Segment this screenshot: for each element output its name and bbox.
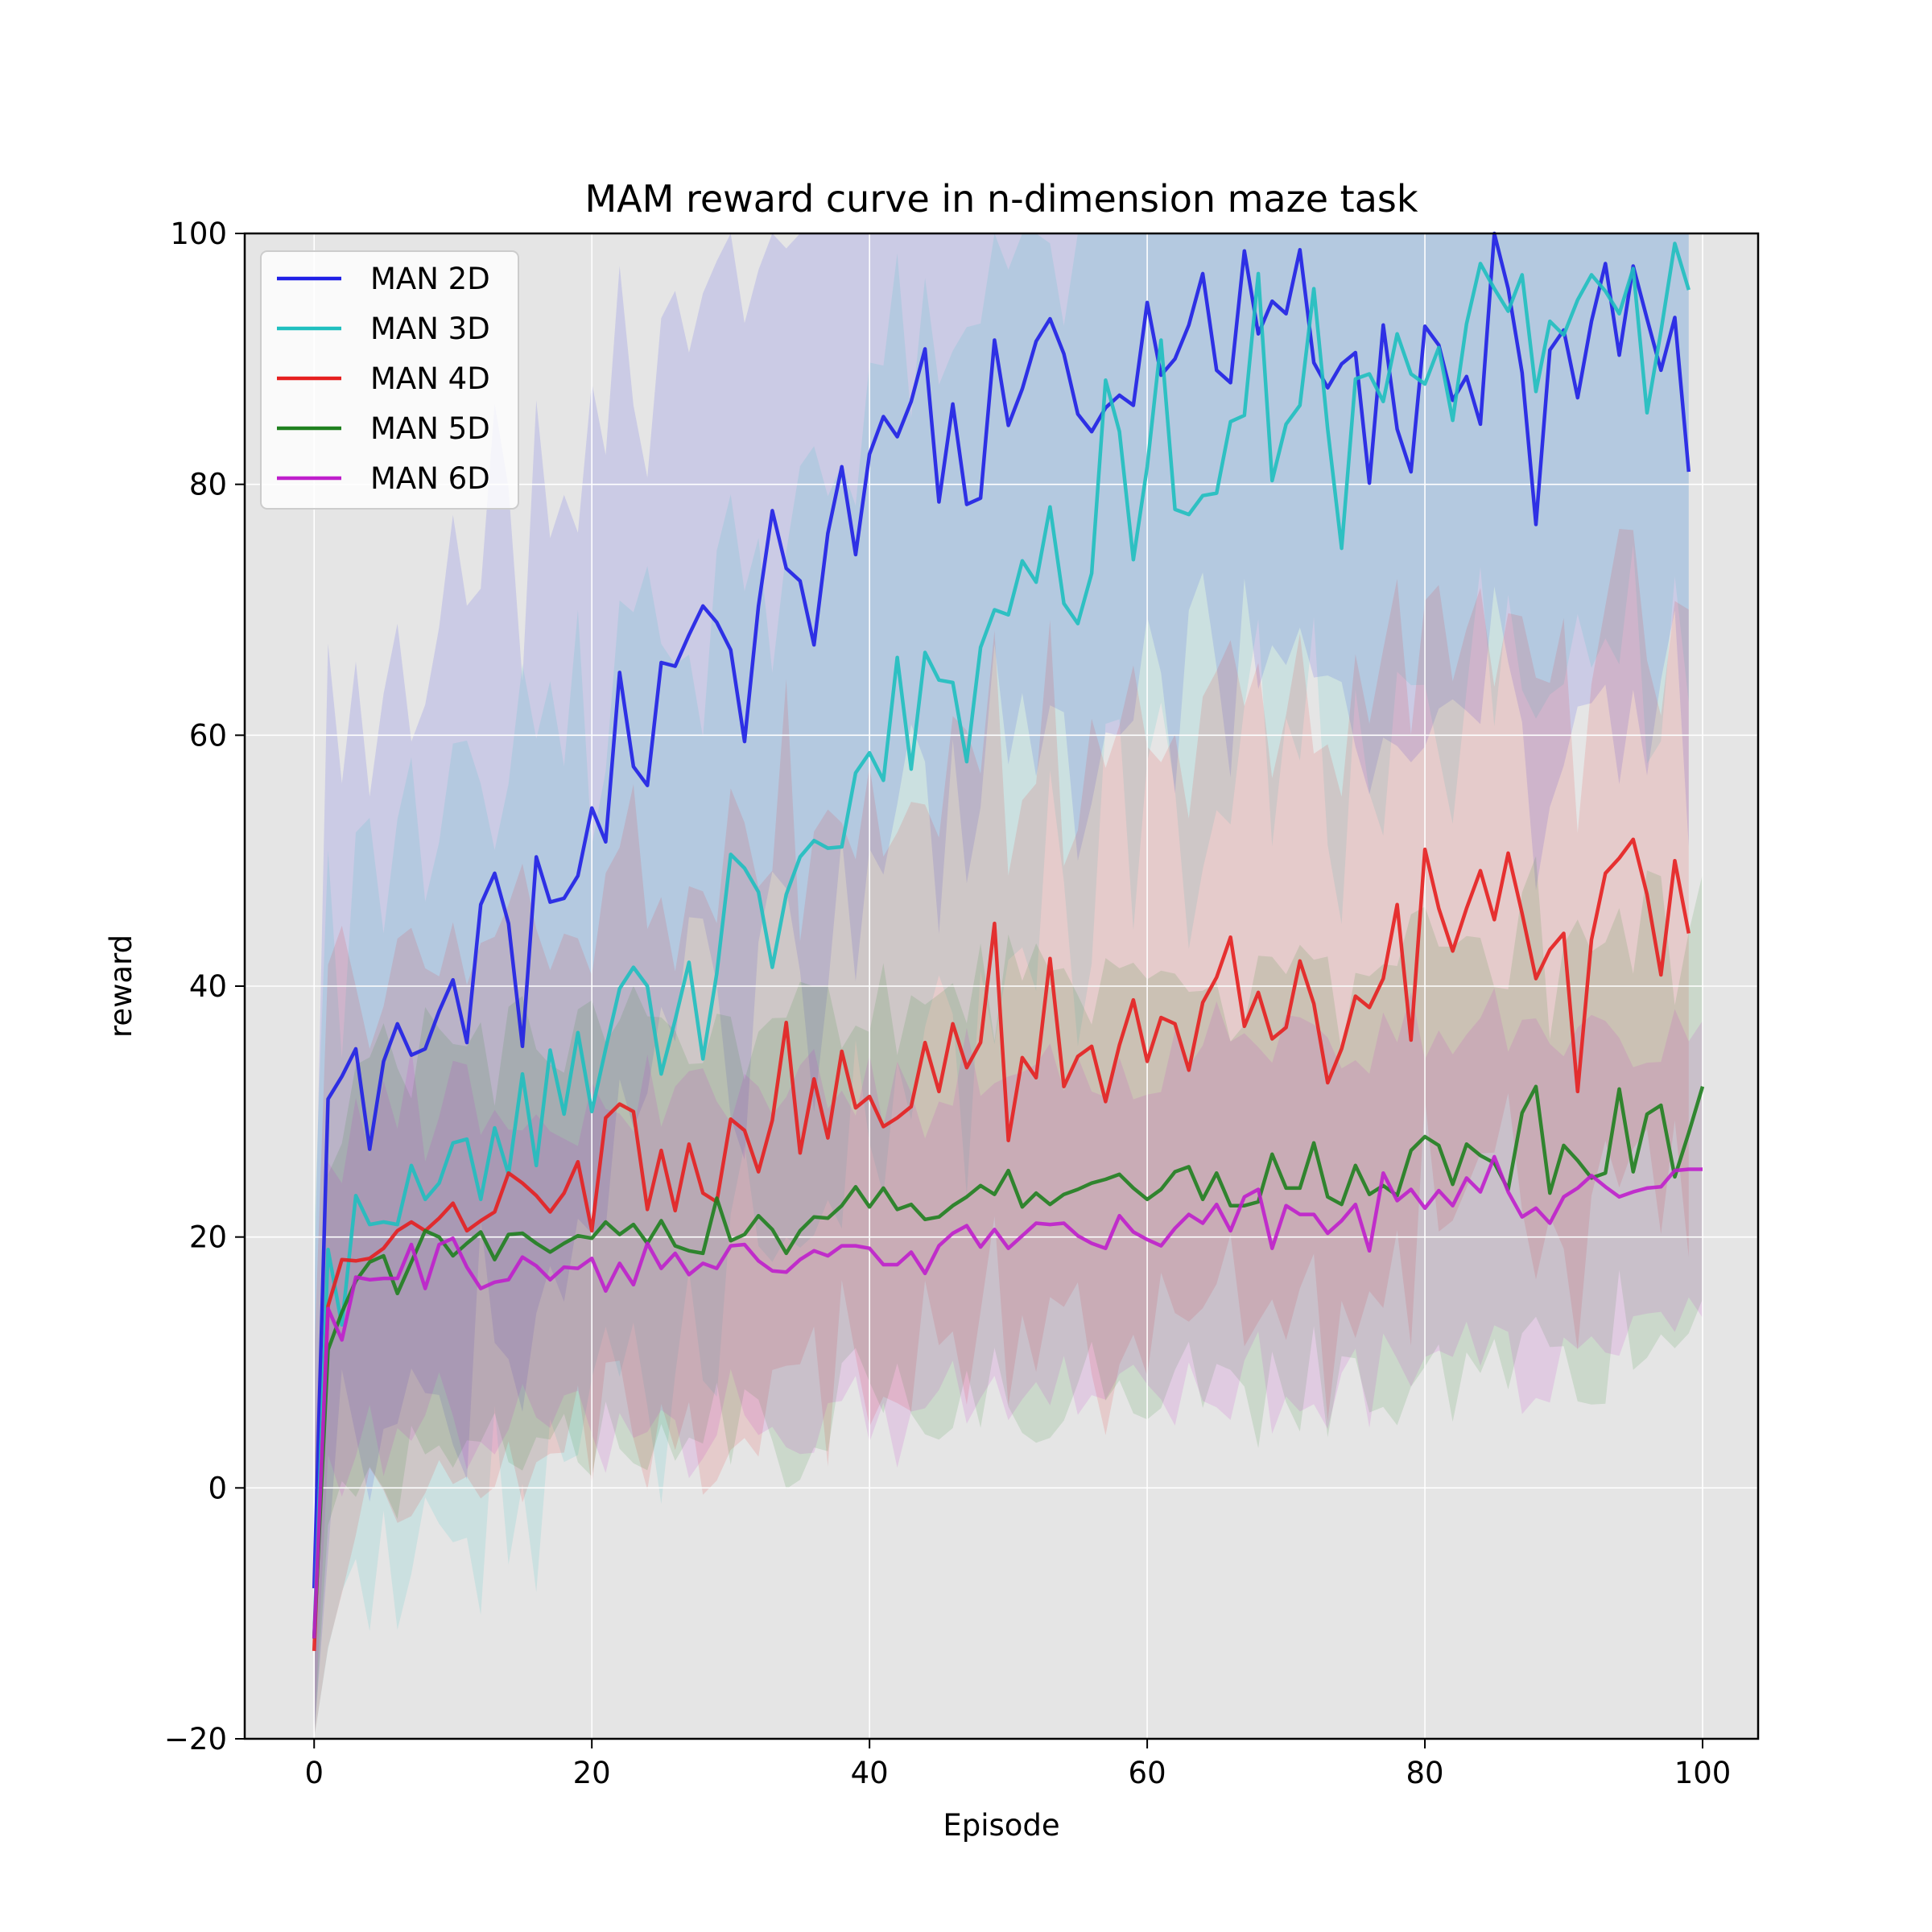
- band-man-5d: [314, 856, 1703, 1739]
- series-line-man-5d: [312, 1084, 1705, 1639]
- band-man-6d: [314, 988, 1703, 1739]
- series-line-man-2d: [312, 231, 1691, 1589]
- legend-label-man-4d: MAN 4D: [370, 361, 490, 396]
- x-axis-label: Episode: [943, 1808, 1059, 1843]
- series-lines: [312, 231, 1705, 1651]
- y-axis-ticks: −20 0 20 40 60 80 100: [164, 217, 245, 1757]
- series-line-man-6d: [312, 1154, 1703, 1639]
- y-tick-label: −20: [164, 1722, 227, 1757]
- series-line-man-3d: [312, 242, 1690, 1639]
- y-tick-label: 20: [189, 1220, 227, 1255]
- chart-title: MAM reward curve in n-dimension maze tas…: [584, 177, 1418, 221]
- x-axis-ticks: 0 20 40 60 80 100: [304, 1739, 1731, 1790]
- x-tick-label: 20: [573, 1756, 611, 1790]
- legend-label-man-2d: MAN 2D: [370, 262, 490, 296]
- legend-label-man-3d: MAN 3D: [370, 312, 490, 346]
- x-tick-label: 40: [851, 1756, 889, 1790]
- x-tick-label: 80: [1406, 1756, 1444, 1790]
- legend-label-man-5d: MAN 5D: [370, 411, 490, 446]
- x-tick-label: 0: [304, 1756, 324, 1790]
- y-tick-label: 40: [189, 969, 227, 1004]
- band-man-4d: [314, 529, 1689, 1739]
- x-tick-label: 60: [1129, 1756, 1166, 1790]
- y-axis-label: reward: [104, 935, 138, 1038]
- y-tick-label: 60: [189, 718, 227, 753]
- y-tick-label: 100: [170, 217, 227, 251]
- legend-box: [260, 250, 519, 510]
- y-tick-label: 80: [189, 468, 227, 502]
- x-tick-label: 100: [1674, 1756, 1732, 1790]
- legend-label-man-6d: MAN 6D: [370, 461, 490, 496]
- band-man-2d: [314, 233, 1689, 1739]
- y-tick-label: 0: [208, 1471, 227, 1505]
- legend: MAN 2D MAN 3D MAN 4D MAN 5D MAN 6D: [260, 250, 519, 510]
- series-line-man-4d: [312, 837, 1691, 1651]
